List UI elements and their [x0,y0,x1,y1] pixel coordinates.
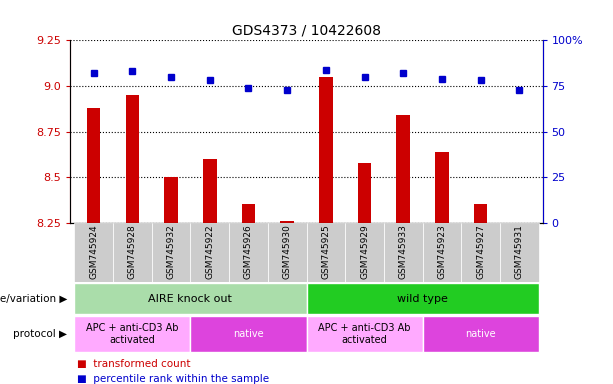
Bar [422,223,461,282]
Text: GSM745932: GSM745932 [167,225,175,279]
Title: GDS4373 / 10422608: GDS4373 / 10422608 [232,24,381,38]
Bar [306,283,539,314]
Bar [191,223,229,282]
Bar [242,205,255,223]
Text: ■  transformed count: ■ transformed count [77,359,190,369]
Text: GSM745922: GSM745922 [205,225,215,279]
Text: AIRE knock out: AIRE knock out [148,293,232,304]
Bar [397,115,410,223]
Bar [74,283,306,314]
Bar [191,316,306,352]
Text: native: native [465,329,496,339]
Text: GSM745927: GSM745927 [476,225,485,279]
Text: GSM745929: GSM745929 [360,225,369,279]
Text: protocol ▶: protocol ▶ [13,329,67,339]
Text: GSM745925: GSM745925 [321,225,330,279]
Bar [87,108,101,223]
Bar [345,223,384,282]
Bar [435,152,449,223]
Bar [229,223,268,282]
Text: GSM745930: GSM745930 [283,225,292,280]
Text: genotype/variation ▶: genotype/variation ▶ [0,293,67,304]
Bar [461,223,500,282]
Bar [74,316,191,352]
Text: GSM745926: GSM745926 [244,225,253,279]
Bar [358,162,371,223]
Bar [474,205,487,223]
Bar [126,95,139,223]
Bar [280,221,294,223]
Bar [164,177,178,223]
Bar [422,316,539,352]
Bar [384,223,422,282]
Text: ■  percentile rank within the sample: ■ percentile rank within the sample [77,374,268,384]
Text: native: native [233,329,264,339]
Bar [306,316,422,352]
Text: GSM745928: GSM745928 [128,225,137,279]
Bar [74,223,113,282]
Text: GSM745924: GSM745924 [89,225,98,279]
Text: wild type: wild type [397,293,448,304]
Bar [306,223,345,282]
Bar [319,77,333,223]
Bar [268,223,306,282]
Text: APC + anti-CD3 Ab
activated: APC + anti-CD3 Ab activated [86,323,178,345]
Bar [113,223,152,282]
Text: APC + anti-CD3 Ab
activated: APC + anti-CD3 Ab activated [318,323,411,345]
Text: GSM745931: GSM745931 [515,225,524,280]
Bar [500,223,539,282]
Text: GSM745933: GSM745933 [398,225,408,280]
Bar [203,159,216,223]
Bar [152,223,191,282]
Text: GSM745923: GSM745923 [438,225,446,279]
